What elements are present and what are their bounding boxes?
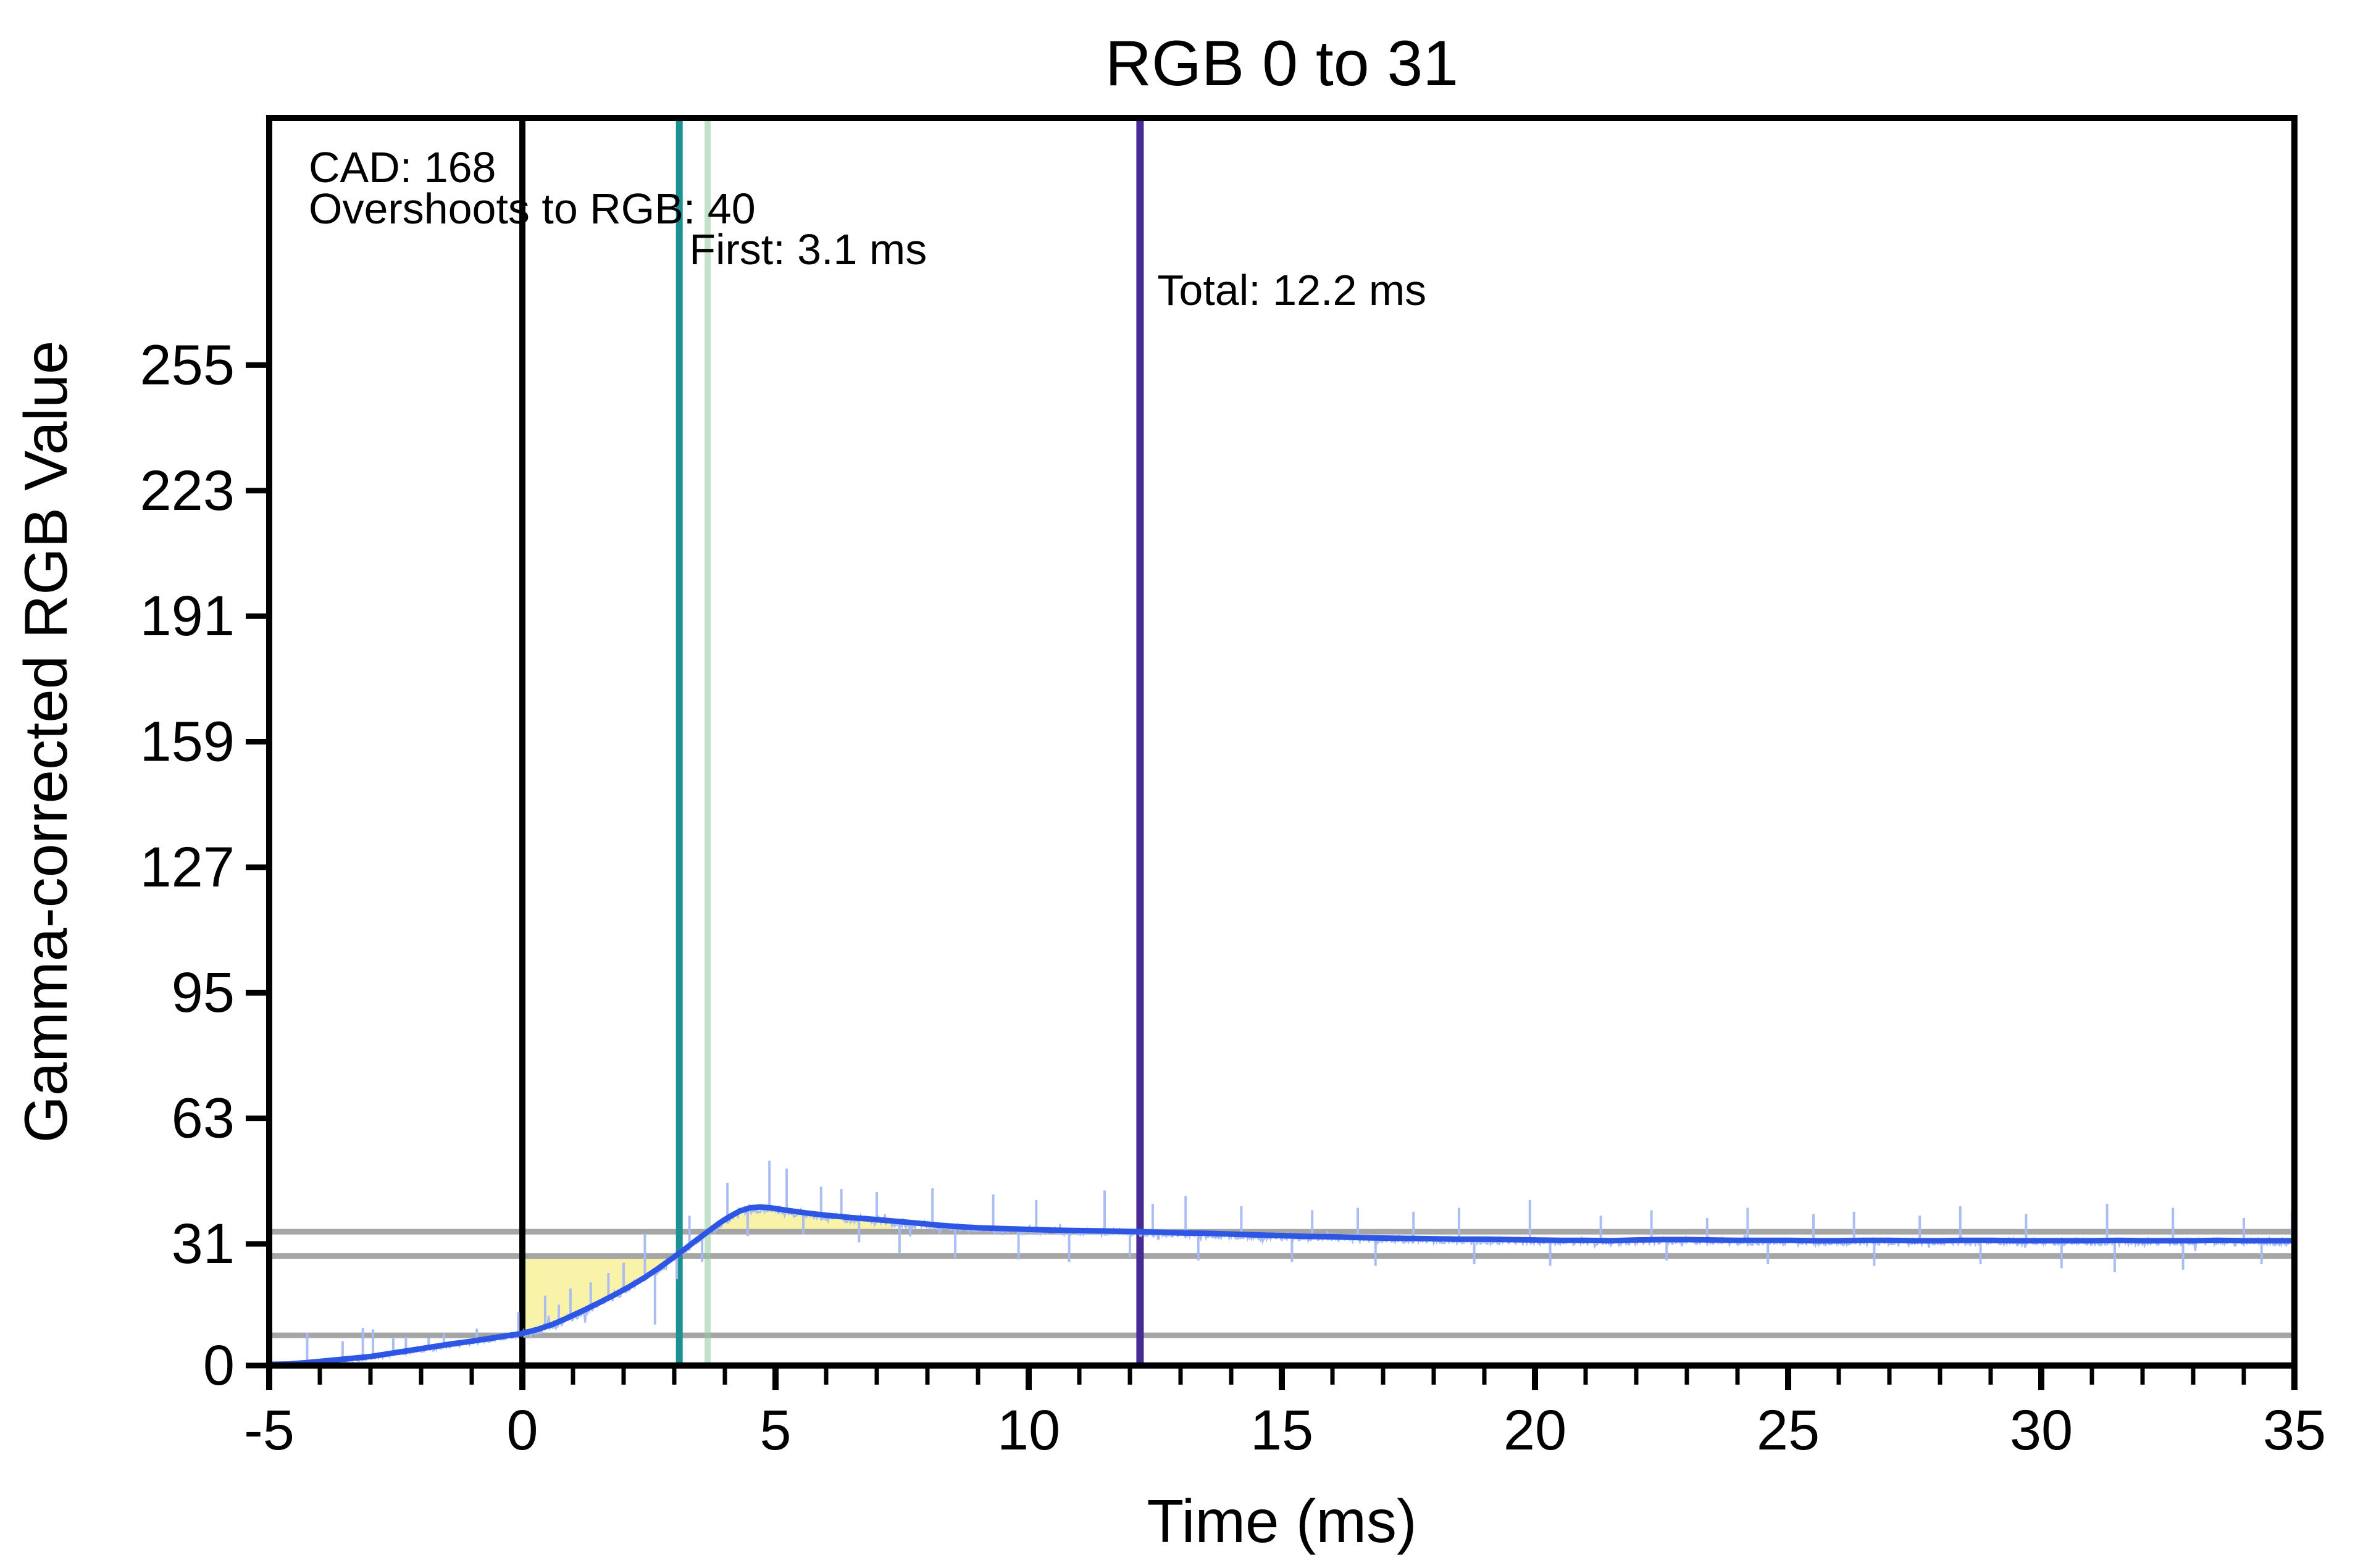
y-tick-label-191: 191 bbox=[140, 585, 235, 648]
y-tick-label-31: 31 bbox=[172, 1212, 235, 1275]
x-tick-label-30: 30 bbox=[2010, 1399, 2073, 1462]
x-tick-label-5: 5 bbox=[759, 1399, 791, 1462]
tolerance-lines bbox=[269, 1228, 2294, 1338]
annotation-total-response: Total: 12.2 ms bbox=[1157, 266, 1426, 314]
y-tick-label-95: 95 bbox=[172, 961, 235, 1024]
x-tick-label-20: 20 bbox=[1503, 1399, 1566, 1462]
y-tick-label-159: 159 bbox=[140, 711, 235, 774]
smoothed-response-curve bbox=[266, 1204, 2298, 1367]
annotation-overshoot: Overshoots to RGB: 40 bbox=[309, 185, 756, 233]
x-tick-label--5: -5 bbox=[244, 1399, 295, 1462]
overshoot-area-above-34.1 bbox=[708, 1207, 895, 1232]
y-tick-label-255: 255 bbox=[140, 333, 235, 396]
x-tick-label-10: 10 bbox=[997, 1399, 1060, 1462]
x-tick-label-35: 35 bbox=[2263, 1399, 2326, 1462]
x-axis-label: Time (ms) bbox=[1147, 1487, 1416, 1555]
x-tick-label-15: 15 bbox=[1250, 1399, 1313, 1462]
overshoot-fill-areas bbox=[522, 1207, 895, 1333]
y-tick-label-223: 223 bbox=[140, 459, 235, 522]
annotation-cad: CAD: 168 bbox=[309, 143, 496, 191]
y-tick-label-63: 63 bbox=[172, 1087, 235, 1150]
y-tick-label-127: 127 bbox=[140, 836, 235, 899]
smoothed-response-line bbox=[266, 1204, 2298, 1367]
chart-title: RGB 0 to 31 bbox=[1105, 28, 1458, 99]
y-tick-labels: 0 31 63 95 127 159 191 223 255 bbox=[140, 333, 235, 1397]
x-tick-labels: -5 0 5 10 15 20 25 30 35 bbox=[244, 1399, 2326, 1462]
x-tick-label-25: 25 bbox=[1757, 1399, 1820, 1462]
annotation-first-response: First: 3.1 ms bbox=[689, 225, 927, 273]
event-lines bbox=[519, 118, 1144, 1366]
y-tick-label-0: 0 bbox=[203, 1334, 235, 1397]
y-axis-label: Gamma-corrected RGB Value bbox=[12, 341, 80, 1143]
x-tick-label-0: 0 bbox=[506, 1399, 538, 1462]
overshoot-area-below-27.9 bbox=[522, 1256, 675, 1333]
tick-marks bbox=[246, 362, 2298, 1390]
